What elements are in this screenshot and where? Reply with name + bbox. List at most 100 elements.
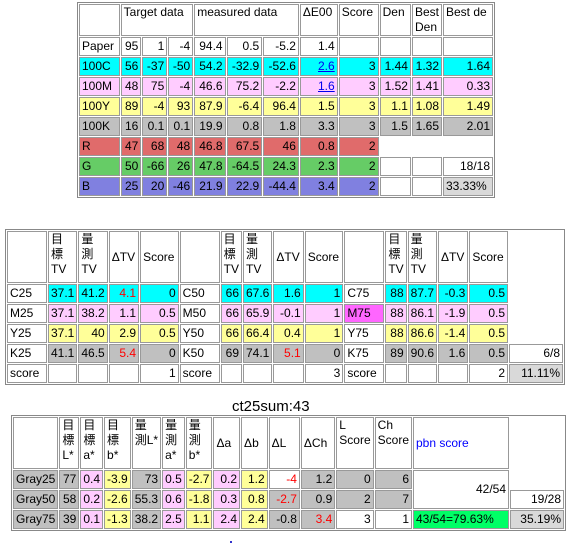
corner-cell — [7, 231, 47, 283]
target-a: 20 — [142, 177, 168, 196]
empty-cell — [407, 364, 437, 383]
spacer-cell — [509, 304, 563, 323]
delta-tv: 1.6 — [438, 344, 469, 363]
l-score-header: L Score — [336, 417, 374, 469]
delta-l: -0.8 — [268, 510, 300, 529]
measured-tv: 86.6 — [407, 324, 437, 343]
target-a: 0.2 — [80, 490, 104, 509]
ch-score: 1 — [374, 510, 412, 529]
score-value: 3 — [338, 77, 379, 96]
den-value: 1.1 — [379, 97, 411, 116]
table-row: 100M 48 75 -4 46.6 75.2 -2.2 1.6 3 1.52 … — [79, 77, 493, 96]
score-value: 0.5 — [140, 324, 179, 343]
target-l: 25 — [120, 177, 142, 196]
score-value: 0 — [304, 344, 344, 363]
row-label: 100C — [79, 57, 120, 76]
table-row: 100C 56 -37 -50 54.2 -32.9 -52.6 2.6 3 1… — [79, 57, 493, 76]
delta-a-header: Δa — [213, 417, 241, 469]
measured-tv: 65.9 — [243, 304, 273, 323]
de00-link[interactable]: 1.6 — [299, 77, 338, 96]
target-b: 26 — [168, 157, 194, 176]
measured-a: -64.5 — [226, 157, 263, 176]
total-score: 19/28 — [510, 490, 564, 509]
best-de-cell — [443, 37, 493, 56]
measured-l: 54.2 — [194, 57, 226, 76]
measured-l: 46.6 — [194, 77, 226, 96]
delta-ch: 0.9 — [300, 490, 336, 509]
delta-tv: 1.6 — [273, 284, 304, 303]
den-value: 1.5 — [379, 117, 411, 136]
measured-tv: 38.2 — [78, 304, 108, 323]
de00-value: 0.8 — [299, 137, 338, 156]
measured-l: 55.3 — [131, 490, 162, 509]
delta-ch: 3.4 — [300, 510, 336, 529]
target-b: 48 — [168, 137, 194, 156]
table-row: R 47 68 48 46.8 67.5 46 0.8 2 — [79, 137, 493, 156]
measured-tv-header: 量測TV — [407, 231, 437, 283]
measured-a-header: 量測a* — [162, 417, 185, 469]
row-label: Y25 — [7, 324, 47, 343]
table-row: Gray75 39 0.1 -1.3 38.2 2.5 1.1 2.4 2.4 … — [13, 510, 564, 529]
measured-a: 0.5 — [162, 470, 185, 489]
empty-cell — [220, 364, 242, 383]
row-label: Gray75 — [13, 510, 59, 529]
empty-cell — [438, 364, 469, 383]
gray-balance-table: 目標L* 目標a* 目標b* 量測L* 量測a* 量測b* Δa Δb ΔL Δ… — [11, 415, 566, 531]
measured-l: 46.8 — [194, 137, 226, 156]
measured-b: -5.2 — [263, 37, 299, 56]
delta-a: 0.3 — [213, 490, 241, 509]
pbn-score-header: pbn score — [413, 417, 509, 469]
delta-l: -2.7 — [268, 490, 300, 509]
measured-b: -44.4 — [263, 177, 299, 196]
measured-l: 94.4 — [194, 37, 226, 56]
measured-l-header: 量測L* — [131, 417, 162, 469]
row-label: Paper — [79, 37, 120, 56]
measured-l: 73 — [131, 470, 162, 489]
row-label: C75 — [344, 284, 385, 303]
score-value: 2 — [338, 177, 379, 196]
best-de-value: 1.49 — [443, 97, 493, 116]
empty-cell — [48, 364, 78, 383]
best-den-cell — [411, 37, 442, 56]
empty-cell — [385, 364, 407, 383]
measured-tv: 46.5 — [78, 344, 108, 363]
best-de-header: Best de — [443, 4, 493, 36]
target-a: -66 — [142, 157, 168, 176]
row-label: Y75 — [344, 324, 385, 343]
de00-header: ΔE00 — [299, 4, 338, 36]
target-b: 0.1 — [168, 117, 194, 136]
table-row: G 50 -66 26 47.8 -64.5 24.3 2.3 2 18/18 — [79, 157, 493, 176]
percent-score: 35.19% — [510, 510, 564, 529]
measured-a: 0.5 — [226, 37, 263, 56]
delta-tv: 5.4 — [108, 344, 140, 363]
row-label: Gray25 — [13, 470, 59, 489]
row-label: M25 — [7, 304, 47, 323]
row-label: K25 — [7, 344, 47, 363]
score-value: 3 — [338, 97, 379, 116]
delta-tv-header: ΔTV — [438, 231, 469, 283]
target-tv: 69 — [220, 344, 242, 363]
delta-tv: 5.1 — [273, 344, 304, 363]
de00-link[interactable]: 2.6 — [299, 57, 338, 76]
row-label: K75 — [344, 344, 385, 363]
delta-tv: -0.1 — [273, 304, 304, 323]
percent-score: 11.11% — [509, 364, 563, 383]
measured-b: 46 — [263, 137, 299, 156]
target-l: 56 — [120, 57, 142, 76]
row-label: R — [79, 137, 120, 156]
measured-b: -2.2 — [263, 77, 299, 96]
target-tv: 89 — [385, 344, 407, 363]
ch-score-header: Ch Score — [374, 417, 412, 469]
measured-tv: 66.4 — [243, 324, 273, 343]
target-l: 77 — [59, 470, 80, 489]
target-a: -4 — [142, 97, 168, 116]
measured-tv-header: 量測TV — [78, 231, 108, 283]
best-de-value: 0.33 — [443, 77, 493, 96]
measured-b: -2.7 — [185, 470, 213, 489]
measured-a: 75.2 — [226, 77, 263, 96]
table-row: Paper 95 1 -4 94.4 0.5 -5.2 1.4 — [79, 37, 493, 56]
row-label: G — [79, 157, 120, 176]
target-l: 50 — [120, 157, 142, 176]
empty-cell — [379, 137, 411, 156]
best-de-value: 1.64 — [443, 57, 493, 76]
